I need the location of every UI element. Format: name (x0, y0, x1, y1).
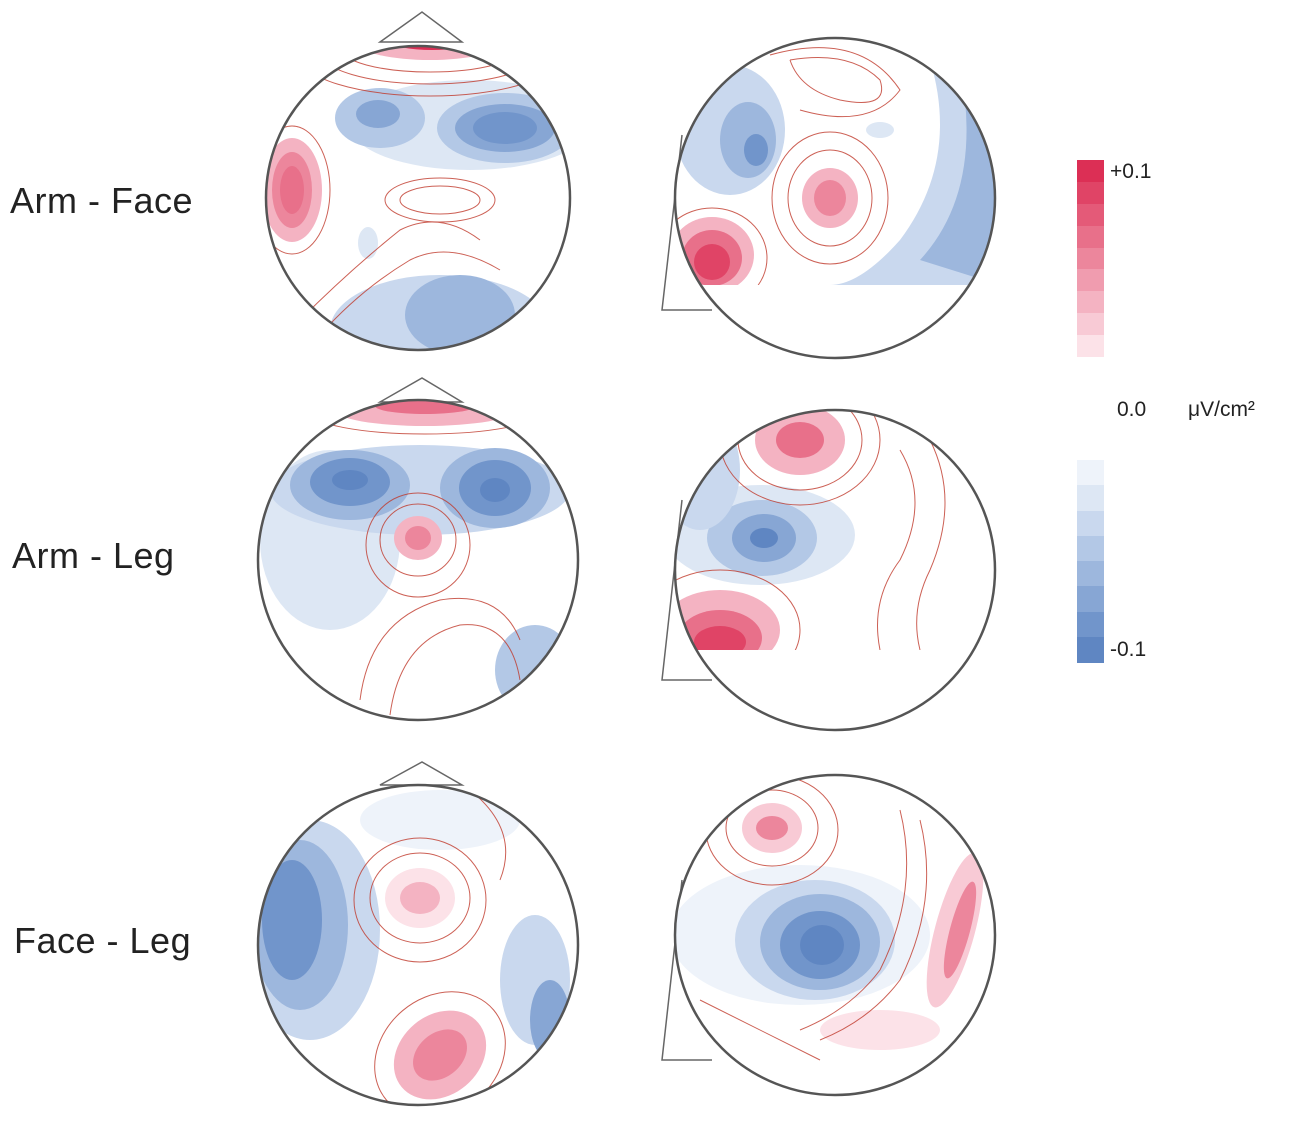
legend-swatch-positive (1077, 269, 1104, 292)
nose-marker (377, 377, 465, 403)
legend-swatch-positive (1077, 181, 1104, 205)
row-label-arm-face: Arm - Face (10, 180, 194, 221)
scalp-map-arm-leg-top (256, 377, 580, 722)
legend-swatch-negative (1077, 460, 1104, 486)
legend-swatch-positive (1077, 225, 1104, 249)
row-label-arm-leg: Arm - Leg (12, 535, 175, 576)
legend-swatch-positive (1077, 335, 1104, 358)
scalp-map-arm-leg-side (661, 408, 997, 732)
legend-swatch-positive (1077, 291, 1104, 314)
nose-marker (377, 11, 465, 43)
legend-min-label: -0.1 (1110, 638, 1147, 661)
scalp-map-face-leg-side (661, 773, 997, 1097)
legend-swatch-negative (1077, 586, 1104, 612)
legend-max-label: +0.1 (1110, 160, 1152, 183)
legend-swatch-negative (1077, 535, 1104, 562)
nose-marker (379, 761, 465, 786)
legend-swatch-negative (1077, 636, 1104, 663)
legend-swatch-negative (1077, 561, 1104, 587)
legend-swatch-positive (1077, 313, 1104, 336)
legend-unit-label: μV/cm² (1188, 398, 1255, 421)
scalp-map-face-leg-top (256, 761, 580, 1107)
legend-swatch-positive (1077, 160, 1104, 183)
scalp-map-arm-face-top (264, 11, 572, 352)
scalp-map-arm-face-side (661, 36, 997, 360)
legend-swatch-negative (1077, 485, 1104, 511)
legend-zero-label: 0.0 (1117, 398, 1147, 421)
legend-swatch-negative (1077, 611, 1104, 638)
legend-swatch-negative (1077, 510, 1104, 537)
legend-swatch-positive (1077, 203, 1104, 227)
row-label-face-leg: Face - Leg (14, 920, 192, 961)
legend-swatch-positive (1077, 247, 1104, 270)
